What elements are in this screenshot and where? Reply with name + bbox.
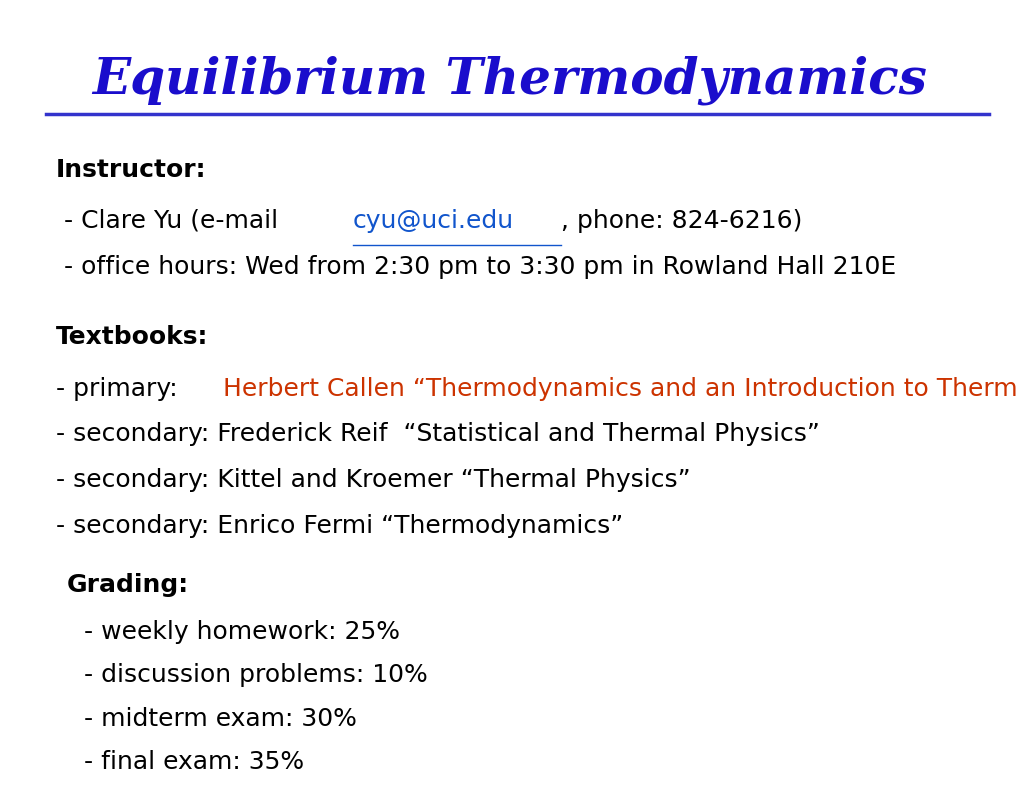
Text: cyu@uci.edu: cyu@uci.edu	[353, 209, 514, 232]
Text: - weekly homework: 25%: - weekly homework: 25%	[76, 620, 400, 644]
Text: - primary:: - primary:	[56, 377, 185, 400]
Text: Herbert Callen “Thermodynamics and an Introduction to Thermostatistics”: Herbert Callen “Thermodynamics and an In…	[223, 377, 1019, 400]
Text: - final exam: 35%: - final exam: 35%	[76, 750, 305, 774]
Text: Instructor:: Instructor:	[56, 158, 207, 181]
Text: Textbooks:: Textbooks:	[56, 325, 208, 349]
Text: , phone: 824-6216): , phone: 824-6216)	[560, 209, 802, 232]
Text: - midterm exam: 30%: - midterm exam: 30%	[76, 707, 357, 730]
Text: - secondary: Frederick Reif  “Statistical and Thermal Physics”: - secondary: Frederick Reif “Statistical…	[56, 422, 819, 446]
Text: Equilibrium Thermodynamics: Equilibrium Thermodynamics	[93, 55, 926, 105]
Text: - Clare Yu (e-mail: - Clare Yu (e-mail	[56, 209, 286, 232]
Text: - office hours: Wed from 2:30 pm to 3:30 pm in Rowland Hall 210E: - office hours: Wed from 2:30 pm to 3:30…	[56, 255, 896, 278]
Text: Grading:: Grading:	[66, 573, 189, 597]
Text: - secondary: Enrico Fermi “Thermodynamics”: - secondary: Enrico Fermi “Thermodynamic…	[56, 514, 623, 537]
Text: - secondary: Kittel and Kroemer “Thermal Physics”: - secondary: Kittel and Kroemer “Thermal…	[56, 468, 690, 492]
Text: - discussion problems: 10%: - discussion problems: 10%	[76, 663, 428, 687]
